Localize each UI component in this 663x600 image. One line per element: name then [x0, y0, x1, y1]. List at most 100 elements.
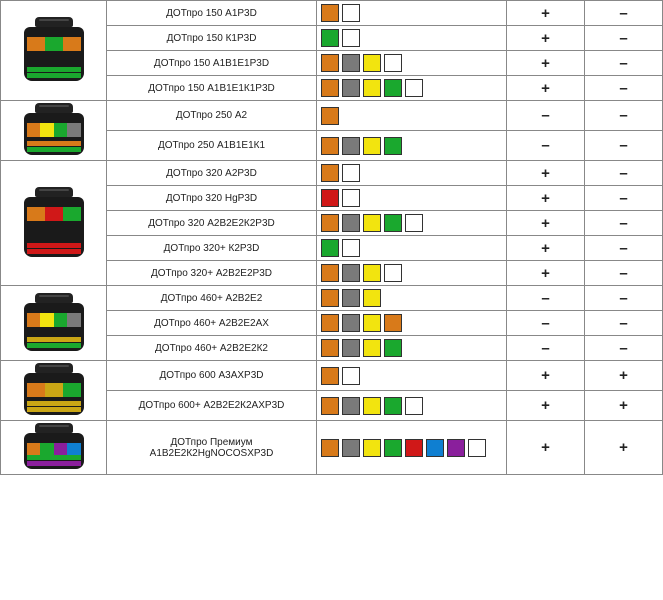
- filter-image: [24, 363, 84, 415]
- mark-col-2: –: [585, 336, 663, 361]
- color-swatch: [321, 29, 339, 47]
- product-name: ДОТпро 150 А1В1Е1К1P3D: [107, 76, 317, 101]
- image-cell: [1, 286, 107, 361]
- table-row: ДОТпро 250 А2––: [1, 101, 663, 131]
- color-swatch: [321, 164, 339, 182]
- color-codes: [317, 286, 507, 311]
- product-name: ДОТпро 150 А1P3D: [107, 1, 317, 26]
- color-swatch: [384, 264, 402, 282]
- mark-col-2: –: [585, 186, 663, 211]
- color-codes: [317, 361, 507, 391]
- color-codes: [317, 76, 507, 101]
- mark-col-1: –: [507, 101, 585, 131]
- mark-col-2: –: [585, 236, 663, 261]
- color-swatch: [321, 137, 339, 155]
- mark-col-1: +: [507, 1, 585, 26]
- product-name: ДОТпро 150 К1P3D: [107, 26, 317, 51]
- mark-col-1: +: [507, 391, 585, 421]
- color-swatch: [321, 54, 339, 72]
- product-name: ДОТпро 250 А1В1Е1К1: [107, 131, 317, 161]
- product-name: ДОТпро 460+ А2В2Е2К2: [107, 336, 317, 361]
- color-codes: [317, 26, 507, 51]
- color-swatch: [321, 239, 339, 257]
- color-swatch: [384, 137, 402, 155]
- color-codes: [317, 161, 507, 186]
- color-swatch: [342, 79, 360, 97]
- image-cell: [1, 1, 107, 101]
- mark-col-1: +: [507, 161, 585, 186]
- mark-col-1: –: [507, 286, 585, 311]
- mark-col-1: +: [507, 421, 585, 475]
- mark-col-2: –: [585, 161, 663, 186]
- product-name: ДОТпро 600+ А2В2Е2К2АХP3D: [107, 391, 317, 421]
- product-name: ДОТпро 320 А2P3D: [107, 161, 317, 186]
- image-cell: [1, 101, 107, 161]
- mark-col-2: –: [585, 131, 663, 161]
- color-swatch: [342, 289, 360, 307]
- color-swatch: [384, 79, 402, 97]
- color-swatch: [363, 214, 381, 232]
- mark-col-2: +: [585, 391, 663, 421]
- color-swatch: [321, 79, 339, 97]
- color-swatch: [321, 339, 339, 357]
- product-name: ДОТпро 600 А3АХP3D: [107, 361, 317, 391]
- mark-col-2: –: [585, 26, 663, 51]
- color-swatch: [321, 214, 339, 232]
- mark-col-1: +: [507, 51, 585, 76]
- color-swatch: [384, 439, 402, 457]
- color-swatch: [384, 214, 402, 232]
- color-swatch: [363, 439, 381, 457]
- image-cell: [1, 361, 107, 421]
- color-swatch: [321, 439, 339, 457]
- color-swatch: [405, 214, 423, 232]
- table-row: ДОТпро 320 А2P3D +–: [1, 161, 663, 186]
- color-swatch: [468, 439, 486, 457]
- color-swatch: [321, 264, 339, 282]
- color-swatch: [363, 137, 381, 155]
- color-swatch: [426, 439, 444, 457]
- color-swatch: [342, 264, 360, 282]
- color-swatch: [363, 289, 381, 307]
- mark-col-1: +: [507, 26, 585, 51]
- mark-col-1: +: [507, 211, 585, 236]
- color-swatch: [342, 4, 360, 22]
- product-name: ДОТпро 320 А2В2Е2К2P3D: [107, 211, 317, 236]
- color-swatch: [342, 189, 360, 207]
- mark-col-1: +: [507, 76, 585, 101]
- mark-col-2: –: [585, 101, 663, 131]
- color-swatch: [363, 54, 381, 72]
- image-cell: [1, 421, 107, 475]
- color-swatch: [342, 339, 360, 357]
- filter-image: [24, 17, 84, 81]
- product-name: ДОТпро 320+ К2P3D: [107, 236, 317, 261]
- color-swatch: [384, 314, 402, 332]
- mark-col-2: –: [585, 311, 663, 336]
- color-swatch: [321, 107, 339, 125]
- color-swatch: [342, 137, 360, 155]
- color-swatch: [342, 164, 360, 182]
- color-swatch: [342, 29, 360, 47]
- table-row: ДОТпро 600 А3АХP3D++: [1, 361, 663, 391]
- color-codes: [317, 236, 507, 261]
- color-codes: [317, 391, 507, 421]
- mark-col-2: –: [585, 76, 663, 101]
- color-swatch: [384, 397, 402, 415]
- color-swatch: [363, 314, 381, 332]
- filter-table: ДОТпро 150 А1P3D+–ДОТпро 150 К1P3D+–ДОТп…: [0, 0, 663, 475]
- color-swatch: [363, 397, 381, 415]
- product-name: ДОТпро 150 А1В1Е1P3D: [107, 51, 317, 76]
- table-row: ДОТпро 150 А1P3D +–: [1, 1, 663, 26]
- color-swatch: [342, 314, 360, 332]
- mark-col-2: –: [585, 261, 663, 286]
- filter-image: [24, 103, 84, 155]
- color-swatch: [363, 264, 381, 282]
- image-cell: [1, 161, 107, 286]
- color-codes: [317, 211, 507, 236]
- mark-col-1: –: [507, 336, 585, 361]
- color-codes: [317, 311, 507, 336]
- mark-col-1: +: [507, 236, 585, 261]
- color-codes: [317, 421, 507, 475]
- color-swatch: [342, 397, 360, 415]
- mark-col-2: –: [585, 1, 663, 26]
- mark-col-2: +: [585, 421, 663, 475]
